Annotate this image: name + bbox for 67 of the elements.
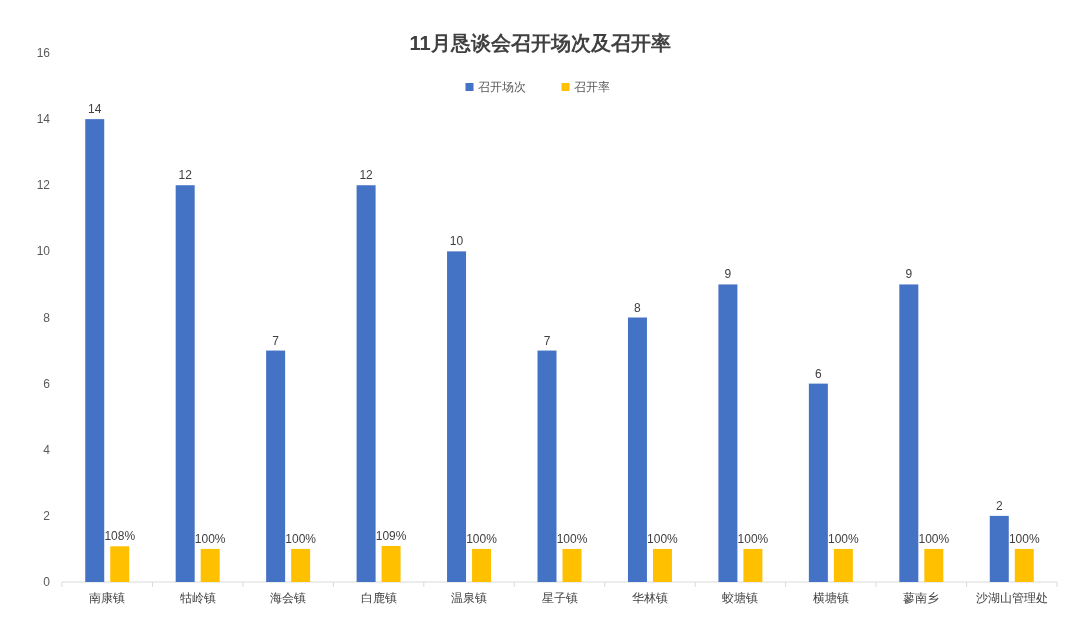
data-label: 6 [815, 366, 823, 381]
bar [808, 383, 828, 582]
data-label: 9 [724, 267, 732, 282]
x-tick-label: 牯岭镇 [179, 591, 216, 605]
bar [652, 548, 672, 582]
data-label: 100% [285, 531, 317, 546]
data-label: 12 [178, 168, 193, 183]
data-label: 109% [375, 528, 407, 543]
data-label: 14 [88, 102, 102, 117]
bar [562, 548, 582, 582]
data-label: 12 [359, 168, 374, 183]
data-label: 100% [828, 531, 860, 546]
bar [381, 545, 401, 582]
bar [899, 284, 919, 582]
bar [110, 546, 130, 582]
data-label: 10 [449, 234, 464, 249]
data-label: 2 [995, 498, 1003, 513]
bar [718, 284, 738, 582]
x-tick-label: 华林镇 [631, 591, 668, 605]
y-tick-label: 8 [43, 310, 51, 325]
bar [266, 350, 286, 582]
bar [627, 317, 647, 582]
bar [743, 548, 763, 582]
y-tick-label: 16 [36, 46, 51, 60]
y-tick-label: 4 [43, 442, 51, 457]
data-label: 8 [634, 300, 642, 315]
x-tick-label: 温泉镇 [451, 591, 488, 605]
y-tick-label: 0 [43, 575, 51, 589]
data-label: 100% [647, 531, 679, 546]
data-label: 7 [272, 333, 280, 348]
data-label: 100% [918, 531, 950, 546]
x-tick-label: 横塘镇 [812, 591, 849, 605]
x-tick-label: 蛟塘镇 [722, 591, 759, 605]
y-tick-label: 2 [43, 508, 51, 523]
bar [175, 185, 195, 582]
y-tick-label: 6 [43, 376, 51, 391]
x-tick-label: 海会镇 [270, 591, 307, 605]
data-label: 100% [194, 531, 226, 546]
bar [85, 119, 105, 582]
data-label: 9 [905, 267, 913, 282]
bar [537, 350, 557, 582]
y-tick-label: 10 [36, 244, 51, 259]
bar [291, 548, 311, 582]
bar [989, 515, 1009, 582]
bar [472, 548, 492, 582]
bar [1014, 548, 1034, 582]
data-label: 100% [1008, 531, 1040, 546]
bar [356, 185, 376, 582]
bar [924, 548, 944, 582]
y-tick-label: 14 [36, 112, 51, 127]
bar [833, 548, 853, 582]
data-label: 100% [556, 531, 588, 546]
legend-label: 召开场次 [477, 80, 526, 94]
x-tick-label: 蓼南乡 [903, 591, 940, 605]
data-label: 100% [466, 531, 498, 546]
x-tick-label: 白鹿镇 [360, 591, 397, 605]
x-tick-label: 星子镇 [541, 591, 578, 605]
data-label: 100% [737, 531, 769, 546]
bar [447, 251, 467, 582]
data-label: 108% [104, 529, 136, 544]
y-tick-label: 12 [36, 178, 51, 193]
chart-title: 11月恳谈会召开场次及召开率 [409, 32, 671, 54]
legend-label: 召开率 [573, 80, 610, 94]
x-tick-label: 沙湖山管理处 [975, 591, 1048, 605]
data-label: 7 [543, 333, 551, 348]
bar [200, 548, 220, 582]
x-tick-label: 南康镇 [89, 591, 126, 605]
